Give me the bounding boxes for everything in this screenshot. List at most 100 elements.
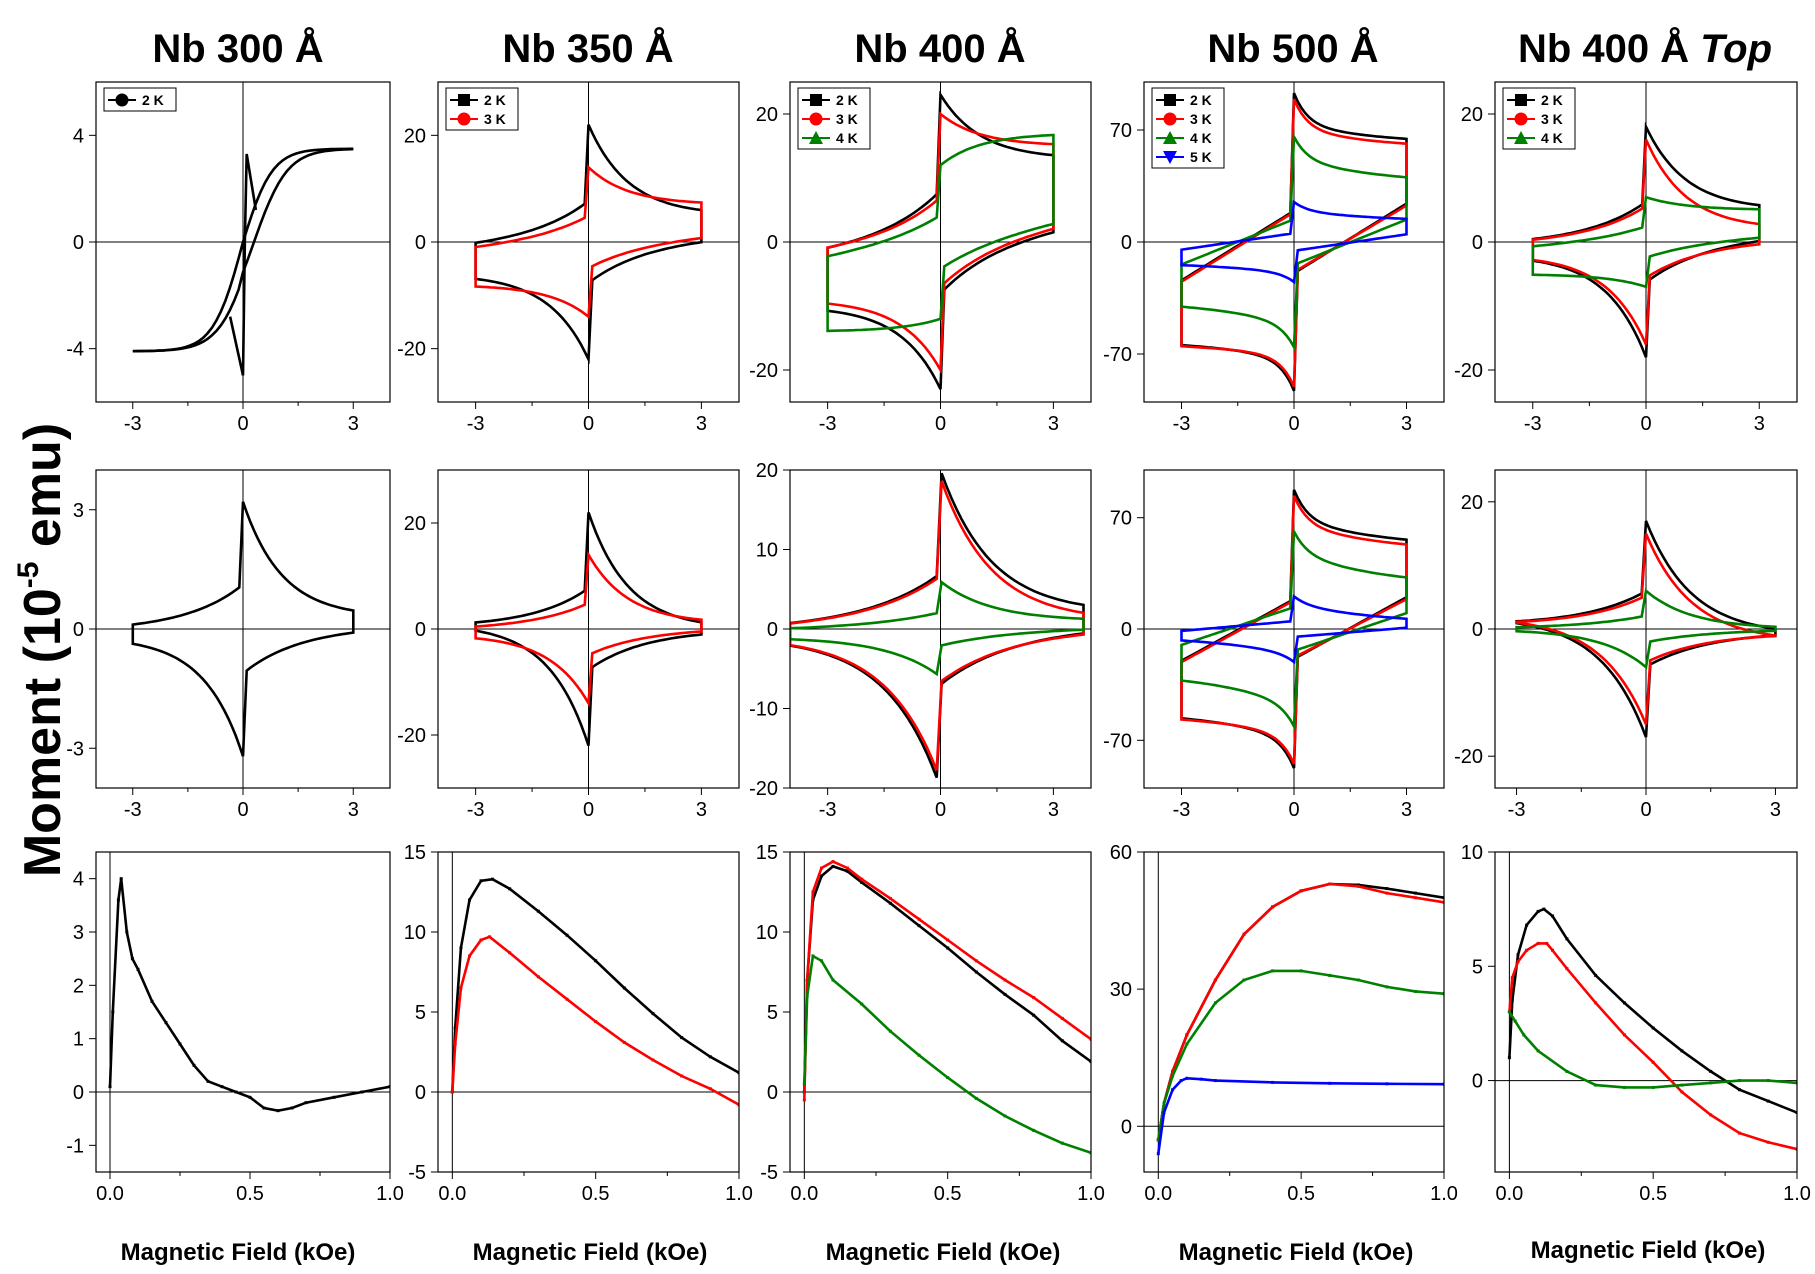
x-tick-label: -3 xyxy=(1508,799,1526,821)
series-2k-r2-c4-point xyxy=(1737,1088,1741,1092)
series-5k-r2-c3-point xyxy=(1213,1079,1217,1083)
data-area-r2-c4 xyxy=(1507,907,1797,1151)
legend-label: 4 K xyxy=(836,130,858,146)
panel-r1-c4: -3 0 3 -20 0 20 xyxy=(1454,469,1798,821)
y-tick-label: 4 xyxy=(73,125,84,147)
data-area-r1-c1 xyxy=(474,511,703,747)
series-2k-r2-c4-point xyxy=(1542,907,1546,911)
series-3k-r2-c1-point xyxy=(737,1103,739,1107)
data-area-r0-c0 xyxy=(132,147,354,376)
series-2k-r2-c1-point xyxy=(680,1036,684,1040)
series-4k-r2-c4-point xyxy=(1507,1010,1511,1014)
y-tick-label: -70 xyxy=(1103,344,1132,366)
x-axis-label-col3: Magnetic Field (kOe) xyxy=(1179,1239,1414,1266)
y-tick-label: 5 xyxy=(767,1002,778,1024)
x-tick-label: 0 xyxy=(1640,799,1651,821)
series-2k-r2-c1-point xyxy=(651,1012,655,1016)
x-tick-label: 3 xyxy=(1770,799,1781,821)
x-tick-label: 0 xyxy=(935,413,946,435)
series-4k-r2-c3-point xyxy=(1213,1001,1217,1005)
y-tick-label: -3 xyxy=(66,738,84,760)
series-3k-r2-c1-point xyxy=(651,1058,655,1062)
series-2k-r2-c4-point xyxy=(1525,923,1529,927)
series-3k-r2-c3-point xyxy=(1328,882,1332,886)
series-4k-r2-c2-point xyxy=(974,1096,978,1100)
series-2k-r2-c1-point xyxy=(565,933,569,937)
x-axis-label-col0: Magnetic Field (kOe) xyxy=(121,1239,356,1266)
series-3k-r1-c2 xyxy=(790,480,1085,771)
series-3k-r2-c1-point xyxy=(488,935,492,939)
legend-marker-square xyxy=(458,94,470,106)
series-4k-r2-c4-point xyxy=(1737,1079,1741,1083)
series-2k-r2-c4-point xyxy=(1565,937,1569,941)
series-3k-r2-c2-point xyxy=(888,896,892,900)
series-2k-r2-c2-point xyxy=(888,901,892,905)
column-title-nb400-top: Nb 400 Å Top xyxy=(1518,26,1772,71)
series-4k-r1-c2 xyxy=(790,579,1085,677)
series-3k-r2-c1-point xyxy=(468,954,472,958)
series-3k-r2-c2-point xyxy=(1003,978,1007,982)
x-tick-label: 0 xyxy=(237,413,248,435)
y-tick-label: 0 xyxy=(73,232,84,254)
series-4k-r2-c4-point xyxy=(1680,1083,1684,1087)
x-tick-label: 0.0 xyxy=(438,1183,466,1205)
y-tick-label: 10 xyxy=(756,922,778,944)
y-tick-label: 15 xyxy=(404,842,426,864)
series-3k-r2-c4 xyxy=(1508,942,1797,1151)
series-2k-r2-c1-point xyxy=(536,909,540,913)
series-2k-r0-c0-spikes xyxy=(228,153,258,376)
series-4k-r2-c3-point xyxy=(1356,978,1360,982)
legend-label: 2 K xyxy=(836,92,858,108)
series-5k-r2-c3-point xyxy=(1179,1079,1183,1083)
series-2k-r2-c0-point xyxy=(108,1085,112,1089)
series-2k-r2-c1-point xyxy=(508,887,512,891)
series-4k-r2-c3-point xyxy=(1156,1138,1160,1142)
series-2k-r2-c2-point xyxy=(1089,1060,1091,1064)
series-5k-r2-c3-point xyxy=(1162,1111,1166,1115)
series-3k-r2-c1-point xyxy=(450,1090,454,1094)
series-5k-r2-c3-point xyxy=(1185,1076,1189,1080)
series-3k-r2-c4-point xyxy=(1510,976,1514,980)
series-2k-r2-c0-point xyxy=(234,1090,238,1094)
y-tick-label: 0 xyxy=(1121,1116,1132,1138)
series-3k-r2-c4-point xyxy=(1680,1090,1684,1094)
x-tick-label: 3 xyxy=(696,799,707,821)
series-3k-r2-c3 xyxy=(1157,882,1444,1141)
y-tick-label: -20 xyxy=(1454,360,1483,382)
x-tick-label: -3 xyxy=(819,413,837,435)
panel-r2-c2: 0.0 0.5 1.0 -5 0 5 10 15 xyxy=(756,842,1105,1205)
y-tick-label: 5 xyxy=(415,1002,426,1024)
y-tick-label: 70 xyxy=(1110,120,1132,142)
x-tick-label: 0.5 xyxy=(1639,1183,1667,1205)
legend-label: 4 K xyxy=(1190,130,1212,146)
y-tick-label: 20 xyxy=(1461,104,1483,126)
y-axis-label-main: Moment (10 xyxy=(14,588,72,877)
series-4k-r2-c2-point xyxy=(1060,1141,1064,1145)
series-3k-r2-c4-point xyxy=(1545,941,1549,945)
x-tick-label: 3 xyxy=(696,413,707,435)
series-5k-r2-c3-point xyxy=(1171,1088,1175,1092)
series-4k-r0-c3 xyxy=(1180,132,1408,352)
legend-label: 2 K xyxy=(1190,92,1212,108)
legend-marker-square xyxy=(1515,94,1527,106)
series-2k-r2-c3-point xyxy=(1442,896,1444,900)
column-title-nb350: Nb 350 Å xyxy=(502,26,673,71)
data-area-r1-c0 xyxy=(131,501,355,757)
panel-r0-c2: -3 0 3 -20 0 20 2 K 3 K 4 K xyxy=(749,81,1092,435)
legend-label: 3 K xyxy=(836,111,858,127)
series-3k-r2-c4-point xyxy=(1516,960,1520,964)
series-2k-r2-c1-point xyxy=(479,879,483,883)
series-3k-r2-c2-point xyxy=(917,917,921,921)
series-2k-r2-c0-point xyxy=(192,1063,196,1067)
legend-label: 3 K xyxy=(484,111,506,127)
series-4k-r2-c4-point xyxy=(1651,1085,1655,1089)
y-tick-label: 0 xyxy=(415,619,426,641)
series-4k-r2-c4-point xyxy=(1536,1049,1540,1053)
y-tick-label: 20 xyxy=(756,460,778,482)
series-3k-r2-c1-point xyxy=(459,986,463,990)
column-title-nb500: Nb 500 Å xyxy=(1207,26,1378,71)
x-tick-label: -3 xyxy=(819,799,837,821)
series-3k-r1-c1 xyxy=(474,550,703,708)
x-tick-label: 0.5 xyxy=(236,1183,264,1205)
series-4k-r2-c4-point xyxy=(1766,1079,1770,1083)
